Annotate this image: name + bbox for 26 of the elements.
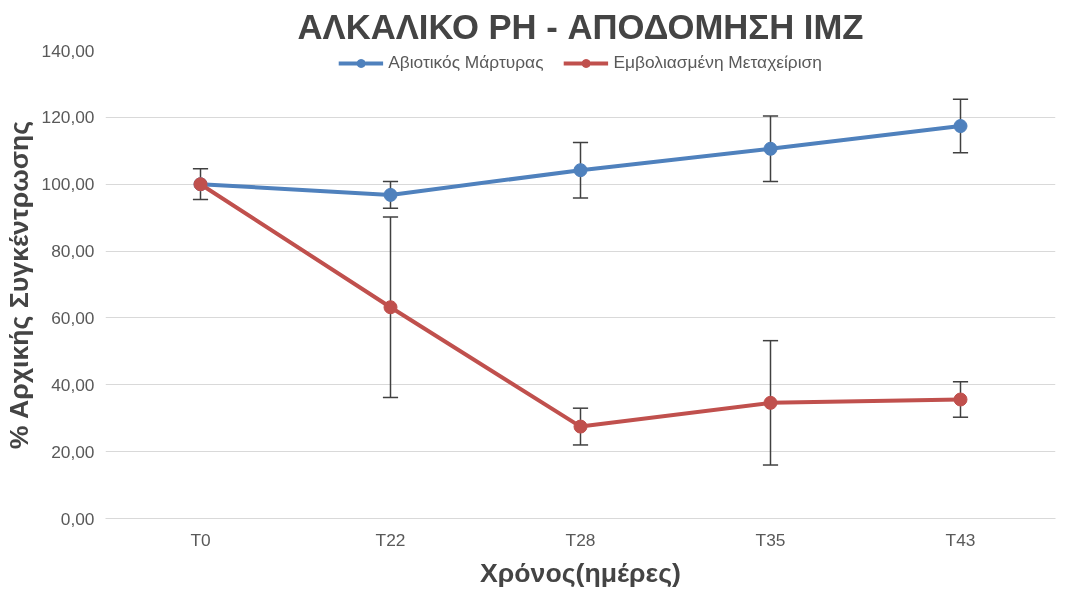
x-tick-label: T43 xyxy=(945,529,976,550)
y-tick-label: 120,00 xyxy=(41,107,95,128)
y-tick-label: 140,00 xyxy=(41,40,95,61)
y-tick-label: 0,00 xyxy=(60,508,95,529)
y-tick-label: 80,00 xyxy=(51,241,95,262)
point xyxy=(383,187,398,202)
legend-label: Αβιοτικός Μάρτυρας xyxy=(388,52,544,73)
point xyxy=(573,419,588,434)
point xyxy=(573,163,588,178)
x-tick-label: T35 xyxy=(755,529,786,550)
point xyxy=(953,119,968,134)
x-axis-title: Χρόνος(ημέρες) xyxy=(480,557,681,588)
y-tick-label: 20,00 xyxy=(51,441,95,462)
y-axis-title: % Αρχικής Συγκέντρωσης xyxy=(3,120,34,450)
chart-title: ΑΛΚΑΛΙΚΟ PH - ΑΠΟΔΟΜΗΣΗ IMZ xyxy=(297,7,864,46)
point xyxy=(953,392,968,407)
y-tick-label: 100,00 xyxy=(41,174,95,195)
x-tick-label: T22 xyxy=(375,529,406,550)
point xyxy=(763,395,778,410)
x-tick-label: T0 xyxy=(190,529,211,550)
legend-label: Εμβολιασμένη Μεταχείριση xyxy=(613,52,822,73)
y-tick-label: 40,00 xyxy=(51,374,95,395)
point xyxy=(763,141,778,156)
x-tick-label: T28 xyxy=(565,529,596,550)
point xyxy=(383,300,398,315)
y-tick-label: 60,00 xyxy=(51,307,95,328)
